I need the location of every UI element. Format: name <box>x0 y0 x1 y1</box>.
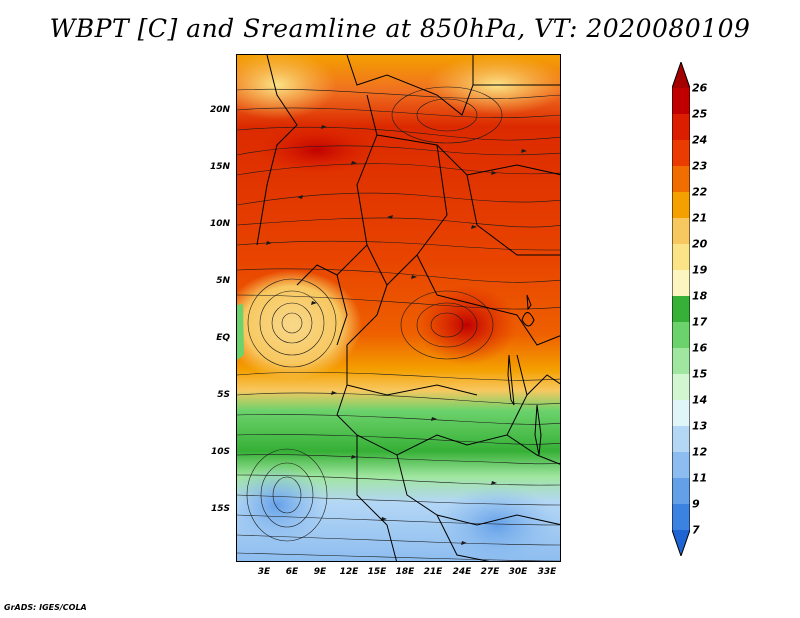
lake-outlines <box>507 294 542 456</box>
lon-label-21e: 21E <box>423 567 443 577</box>
colorbar-band <box>672 166 690 192</box>
lon-label-12e: 12E <box>339 567 359 577</box>
colorbar-band <box>672 452 690 478</box>
colorbar-band <box>672 244 690 270</box>
colorbar-bands <box>672 62 690 556</box>
lon-label-3e: 3E <box>257 567 271 577</box>
colorbar-label-20: 20 <box>692 237 708 251</box>
colorbar-label-15: 15 <box>692 367 708 381</box>
colorbar-label-24: 24 <box>692 133 708 147</box>
streamlines <box>237 86 560 561</box>
lat-label-eq: EQ <box>216 333 230 343</box>
colorbar-label-19: 19 <box>692 263 708 277</box>
hot-region-central <box>417 285 517 365</box>
lat-label-10s: 10S <box>210 447 230 457</box>
lon-label-33e: 33E <box>537 567 557 577</box>
colorbar-band <box>672 270 690 296</box>
colorbar-band <box>672 322 690 348</box>
colorbar-band <box>672 192 690 218</box>
colorbar-band <box>672 140 690 166</box>
colorbar-label-12: 12 <box>692 445 708 459</box>
colorbar-label-9: 9 <box>692 497 700 511</box>
lat-label-5n: 5N <box>216 276 230 286</box>
colorbar-label-22: 22 <box>692 185 708 199</box>
colorbar-band <box>672 504 690 530</box>
colorbar-label-17: 17 <box>692 315 708 329</box>
green-coast-strip <box>237 304 244 360</box>
lon-label-6e: 6E <box>285 567 299 577</box>
lon-label-15e: 15E <box>367 567 387 577</box>
map-panel <box>236 54 561 562</box>
colorbar-band <box>672 426 690 452</box>
colorbar-label-16: 16 <box>692 341 708 355</box>
colorbar-label-11: 11 <box>692 471 708 485</box>
lat-label-15n: 15N <box>209 162 230 172</box>
colorbar-band <box>672 218 690 244</box>
lat-label-15s: 15S <box>210 504 230 514</box>
colorbar-label-14: 14 <box>692 393 708 407</box>
colorbar-label-23: 23 <box>692 159 708 173</box>
lon-label-24e: 24E <box>452 567 472 577</box>
lat-label-5s: 5S <box>217 390 230 400</box>
colorbar-label-26: 26 <box>692 81 708 95</box>
colorbar-label-7: 7 <box>692 523 700 537</box>
colorbar-band <box>672 88 690 114</box>
colorbar-band <box>672 62 690 88</box>
hot-region-sahel <box>257 125 377 175</box>
colorbar-band <box>672 530 690 556</box>
colorbar-band <box>672 296 690 322</box>
lon-label-18e: 18E <box>395 567 415 577</box>
colorbar-label-13: 13 <box>692 419 708 433</box>
colorbar-band <box>672 374 690 400</box>
chart-title: WBPT [C] and Sreamline at 850hPa, VT: 20… <box>49 14 751 43</box>
cool-region-gulf <box>237 270 362 380</box>
colorbar-band <box>672 348 690 374</box>
cool-region-north <box>237 55 337 120</box>
lat-label-20n: 20N <box>209 105 230 115</box>
lat-label-10n: 10N <box>209 219 230 229</box>
country-borders <box>256 55 560 561</box>
colorbar-label-21: 21 <box>692 211 708 225</box>
lon-label-9e: 9E <box>313 567 327 577</box>
cool-region-southwest <box>237 465 327 545</box>
footer-credit: GrADS: IGES/COLA <box>4 603 87 612</box>
streamline-arrows <box>266 125 527 545</box>
lon-label-27e: 27E <box>480 567 500 577</box>
colorbar-label-18: 18 <box>692 289 708 303</box>
colorbar-band <box>672 114 690 140</box>
lon-label-30e: 30E <box>508 567 528 577</box>
wbpt-map <box>237 55 560 561</box>
cool-region-southeast <box>437 485 557 561</box>
colorbar-band <box>672 400 690 426</box>
colorbar <box>672 62 690 556</box>
colorbar-band <box>672 478 690 504</box>
colorbar-label-25: 25 <box>692 107 708 121</box>
